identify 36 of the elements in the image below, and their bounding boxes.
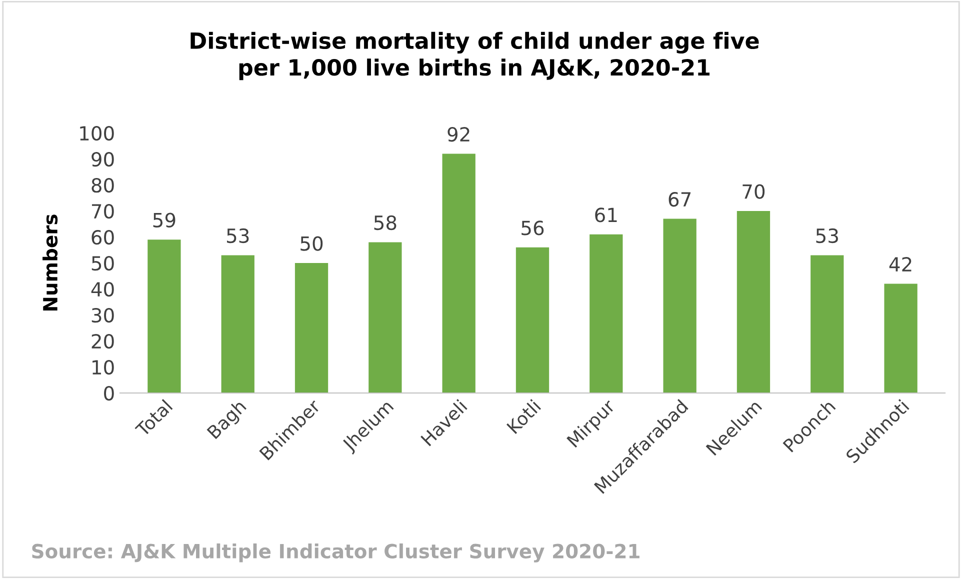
bar [590, 234, 623, 393]
bar [516, 247, 550, 393]
chart-title: District-wise mortality of child under age five per 1,000 live births in AJ&K, 2020-21 [190, 32, 759, 80]
bar [221, 255, 254, 393]
y-tick-label: 80 [92, 178, 114, 193]
bar [810, 255, 844, 393]
y-tick-label: 50 [92, 256, 114, 271]
y-tick-label: 0 [104, 386, 114, 401]
y-tick-label: 100 [80, 126, 114, 141]
bar [736, 211, 770, 393]
data-label: 50 [300, 236, 323, 251]
data-label: 92 [448, 126, 470, 142]
bar [442, 154, 476, 393]
y-tick-label: 70 [92, 204, 114, 219]
y-tick-label: 40 [91, 282, 114, 297]
y-tick-label: 90 [92, 152, 114, 167]
data-label: 67 [668, 192, 691, 207]
bar [368, 242, 402, 393]
bar [884, 284, 918, 393]
data-label: 53 [816, 228, 838, 244]
data-label: 61 [595, 208, 617, 222]
data-label: 42 [889, 256, 912, 272]
y-tick-label: 30 [92, 308, 114, 323]
data-label: 59 [153, 212, 176, 228]
data-label: 70 [742, 184, 765, 199]
bar [294, 263, 328, 393]
bar [663, 218, 696, 393]
data-label: 56 [522, 220, 544, 236]
source-note: Source: AJ&K Multiple Indicator Cluster Survey 2020-21 [32, 543, 640, 562]
y-axis-title: Numbers [42, 214, 58, 311]
data-label: 58 [374, 215, 396, 230]
y-tick-label: 60 [92, 230, 114, 245]
y-tick-label: 10 [92, 360, 114, 375]
y-tick-label: 20 [92, 334, 114, 349]
bar [148, 240, 181, 393]
data-label: 53 [226, 228, 249, 244]
